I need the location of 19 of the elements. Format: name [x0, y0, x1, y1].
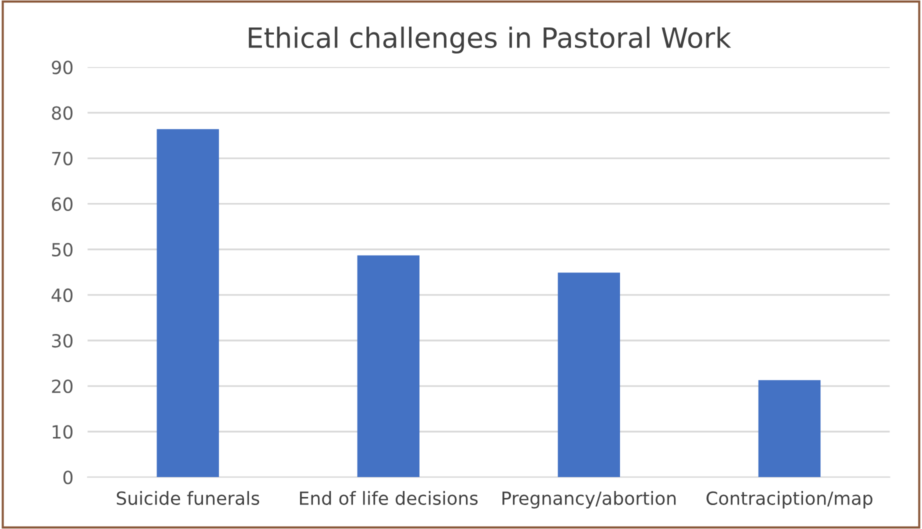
- bar: [758, 380, 821, 478]
- bar: [357, 255, 420, 478]
- y-tick-label: 20: [52, 380, 72, 394]
- x-tick-label: Pregnancy/abortion: [502, 491, 676, 509]
- bar: [558, 272, 620, 478]
- y-tick-label: 50: [52, 242, 72, 257]
- x-tick-label: End of life decisions: [300, 491, 478, 506]
- y-tick-label: 90: [52, 60, 72, 74]
- y-tick-label: 10: [52, 425, 72, 439]
- y-tick-label: 40: [52, 288, 72, 302]
- y-tick-label: 30: [52, 334, 72, 348]
- y-tick-label: 80: [52, 106, 72, 120]
- y-tick-label: 60: [52, 197, 72, 211]
- y-tick-label: 70: [52, 152, 72, 166]
- bar: [156, 129, 219, 478]
- x-tick-label: Suicide funerals: [116, 491, 260, 506]
- x-tick-label: Contraciption/map: [706, 491, 872, 509]
- chart-title: Ethical challenges in Pastoral Work: [248, 26, 732, 54]
- y-tick-label: 0: [63, 470, 72, 484]
